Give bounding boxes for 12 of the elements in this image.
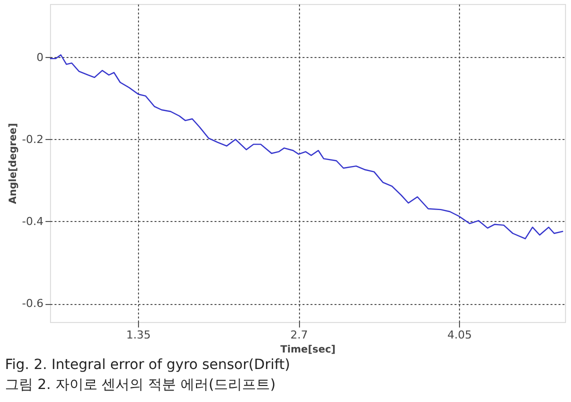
caption: 그림 2. 자이로 센서의 적분 에러(드리프트) [5, 377, 276, 393]
x-axis-title: Time[sec] [280, 344, 336, 356]
x-tick-label: 4.05 [447, 328, 472, 342]
y-axis-title: Angle[degree] [8, 123, 20, 204]
caption: Fig. 2. Integral error of gyro sensor(Drift) [5, 357, 290, 373]
line-series [49, 54, 564, 240]
y-tick-label: -0.2 [22, 132, 44, 146]
y-tick-label: -0.6 [22, 297, 44, 310]
x-tick-label: 2.7 [290, 328, 308, 342]
x-tick-label: 1.35 [126, 328, 151, 342]
y-tick-label: 0 [36, 50, 44, 64]
y-tick-label: -0.4 [22, 214, 44, 228]
